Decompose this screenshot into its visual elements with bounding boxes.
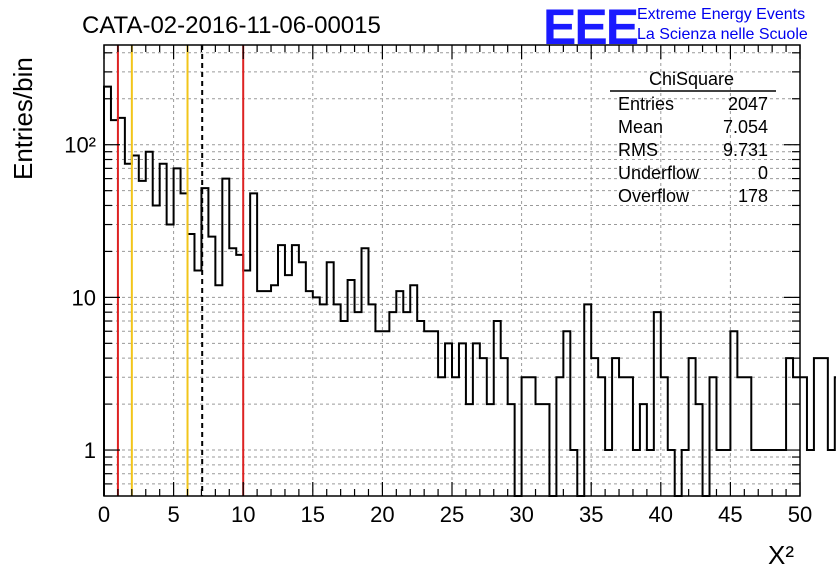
stats-mean-label: Mean <box>618 117 663 137</box>
x-tick-label: 40 <box>649 502 673 527</box>
stats-entries-label: Entries <box>618 94 674 114</box>
y-tick-label: 1 <box>84 438 96 463</box>
y-tick-label: 10² <box>64 133 96 158</box>
x-tick-label: 30 <box>509 502 533 527</box>
x-tick-labels: 0 5 10 15 20 25 30 35 40 45 50 <box>98 502 812 527</box>
y-axis-title: Entries/bin <box>8 57 38 180</box>
stats-title: ChiSquare <box>649 69 734 89</box>
x-tick-label: 50 <box>788 502 812 527</box>
axis-ticks <box>103 45 801 496</box>
x-tick-label: 35 <box>579 502 603 527</box>
x-tick-label: 0 <box>98 502 110 527</box>
stats-mean-value: 7.054 <box>723 117 768 137</box>
marker-lines <box>116 45 245 496</box>
x-tick-label: 15 <box>301 502 325 527</box>
x-tick-label: 10 <box>231 502 255 527</box>
eee-logo-mark: EEE <box>543 0 638 55</box>
eee-logo: EEE Extreme Energy Events La Scienza nel… <box>543 0 808 55</box>
x-tick-label: 5 <box>167 502 179 527</box>
stats-overflow-value: 178 <box>738 186 768 206</box>
x-tick-label: 45 <box>718 502 742 527</box>
stats-overflow-label: Overflow <box>618 186 690 206</box>
y-tick-labels: 1 10 10² <box>64 133 96 463</box>
x-axis-title: X² <box>768 540 794 570</box>
histogram-outline <box>103 85 836 497</box>
y-tick-label: 10 <box>72 285 96 310</box>
stats-rms-value: 9.731 <box>723 140 768 160</box>
stats-underflow-label: Underflow <box>618 163 700 183</box>
stats-underflow-value: 0 <box>758 163 768 183</box>
chart-title: CATA-02-2016-11-06-00015 <box>82 12 381 39</box>
logo-subtitle-line2: La Scienza nelle Scuole <box>637 26 808 43</box>
stats-entries-value: 2047 <box>728 94 768 114</box>
stats-rms-label: RMS <box>618 140 658 160</box>
stats-box: ChiSquare Entries 2047 Mean 7.054 RMS 9.… <box>610 69 776 206</box>
logo-subtitle-line1: Extreme Energy Events <box>637 6 805 23</box>
x-tick-label: 25 <box>440 502 464 527</box>
x-tick-label: 20 <box>370 502 394 527</box>
